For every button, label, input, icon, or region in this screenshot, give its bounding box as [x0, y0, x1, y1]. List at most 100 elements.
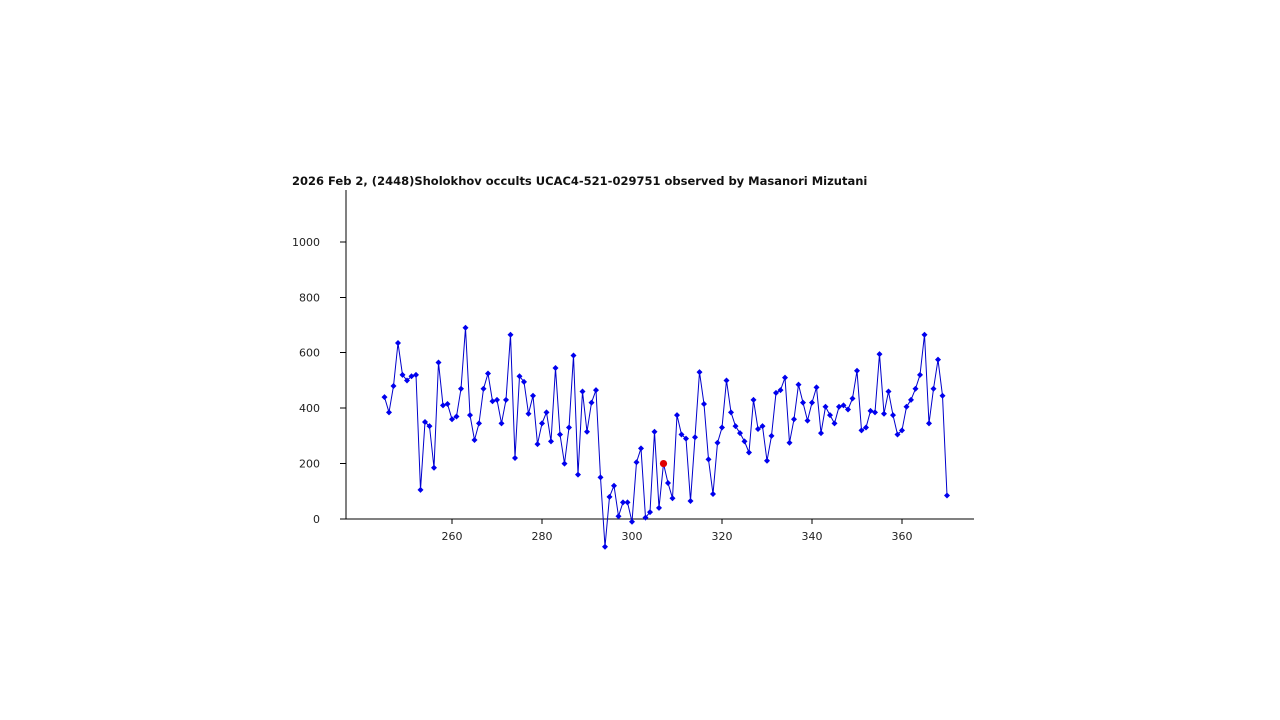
data-point: [606, 493, 613, 500]
data-point: [894, 431, 901, 438]
data-point: [467, 412, 473, 419]
data-point: [849, 395, 856, 402]
data-point: [539, 420, 545, 427]
data-point: [516, 373, 523, 380]
data-point: [552, 364, 559, 371]
data-point: [471, 437, 478, 444]
x-tick-label: 280: [532, 530, 553, 543]
data-point: [602, 543, 608, 550]
y-tick-label: 600: [299, 347, 320, 360]
data-point: [863, 424, 869, 431]
data-point: [822, 403, 829, 410]
data-point: [638, 445, 644, 452]
data-point: [512, 455, 518, 462]
data-point: [404, 377, 410, 384]
data-point: [795, 381, 802, 388]
data-point: [440, 402, 446, 409]
data-point: [435, 359, 442, 366]
data-point: [926, 420, 932, 427]
data-point: [800, 399, 806, 406]
series-group: [381, 324, 950, 550]
data-point: [768, 432, 775, 439]
data-point: [413, 371, 419, 378]
data-point: [917, 371, 923, 378]
data-point: [588, 399, 595, 406]
data-point: [480, 385, 487, 392]
data-point: [755, 425, 761, 432]
data-point: [561, 460, 568, 467]
data-point: [642, 514, 649, 521]
x-axis-ticks: 260 280 300 320 340 360: [442, 519, 913, 543]
data-point: [912, 385, 919, 392]
data-point: [939, 392, 946, 399]
data-point: [476, 420, 482, 427]
data-point: [521, 378, 527, 385]
data-point: [773, 389, 779, 396]
data-point: [854, 367, 860, 374]
data-point: [881, 410, 887, 417]
x-tick-label: 360: [892, 530, 913, 543]
data-point: [381, 394, 388, 401]
data-point: [485, 370, 491, 377]
data-point: [764, 457, 770, 464]
highlight-point: [659, 459, 668, 468]
data-point: [449, 416, 455, 423]
data-point: [426, 423, 433, 430]
data-point: [611, 482, 617, 489]
y-axis-ticks: 0 200 400 600 800 1000: [292, 236, 346, 526]
data-point: [930, 385, 937, 392]
data-point: [845, 406, 851, 413]
data-point: [570, 352, 577, 359]
data-point: [431, 464, 437, 471]
data-point: [651, 428, 658, 435]
data-point: [584, 428, 590, 435]
x-tick-label: 320: [712, 530, 733, 543]
data-point: [836, 403, 842, 410]
data-point: [489, 398, 496, 405]
data-point: [750, 396, 757, 403]
data-point: [827, 412, 833, 419]
data-point: [777, 387, 784, 394]
data-point: [386, 409, 392, 416]
data-point: [804, 417, 811, 424]
data-point: [741, 438, 748, 445]
data-point: [683, 435, 689, 442]
data-point: [462, 324, 469, 331]
data-point: [737, 430, 743, 437]
data-point: [566, 424, 572, 431]
data-point: [921, 331, 928, 338]
data-point: [548, 438, 554, 445]
data-point: [408, 373, 415, 380]
data-point: [597, 474, 604, 481]
data-point: [876, 351, 883, 358]
data-point: [687, 497, 694, 504]
data-point: [534, 441, 541, 448]
data-point: [656, 504, 662, 511]
data-point: [728, 409, 734, 416]
y-tick-label: 1000: [292, 236, 320, 249]
data-point: [674, 412, 680, 419]
data-point: [678, 431, 685, 438]
data-point: [579, 388, 586, 395]
data-point: [399, 371, 406, 378]
data-point: [503, 396, 509, 403]
data-point: [840, 402, 847, 409]
data-point: [692, 434, 698, 441]
data-point: [458, 385, 464, 392]
data-point: [390, 382, 397, 389]
data-point: [624, 499, 631, 506]
data-point: [935, 356, 941, 363]
data-point: [890, 412, 896, 419]
data-point: [885, 388, 892, 395]
data-point: [525, 410, 532, 417]
data-point: [444, 401, 451, 408]
data-point: [453, 413, 460, 420]
data-point: [872, 409, 878, 416]
data-point: [903, 403, 910, 410]
data-point: [647, 509, 653, 516]
data-point: [543, 409, 550, 416]
data-point: [818, 430, 824, 437]
series-line: [384, 327, 948, 547]
data-point: [719, 424, 725, 431]
